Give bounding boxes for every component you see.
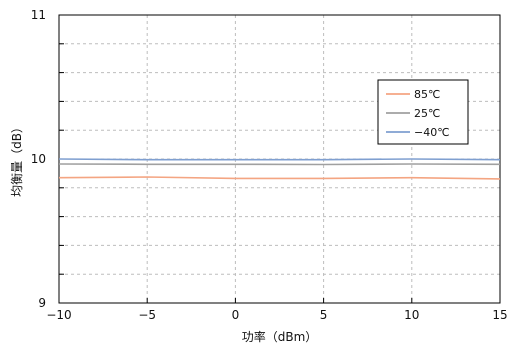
y-axis-label: 均衡量（dB） <box>10 121 24 197</box>
x-tick-label: −10 <box>46 308 71 322</box>
legend: 85℃ 25℃ −40℃ <box>377 79 469 145</box>
x-tick-label: −5 <box>138 308 156 322</box>
legend-label: −40℃ <box>414 126 450 139</box>
series-lines <box>58 158 501 180</box>
legend-label: 85℃ <box>414 88 440 101</box>
x-tick-label: 15 <box>492 308 507 322</box>
x-axis-label: 功率（dBm） <box>242 329 318 344</box>
legend-label: 25℃ <box>414 107 440 120</box>
y-tick-label: 9 <box>38 296 46 310</box>
x-tick-label: 10 <box>404 308 419 322</box>
y-tick-label: 10 <box>31 152 46 166</box>
legend-box <box>377 79 469 145</box>
tick-labels: −10 −5 0 5 10 15 9 10 11 <box>31 8 508 322</box>
x-tick-label: 5 <box>320 308 328 322</box>
y-tick-label: 11 <box>31 8 46 22</box>
series-line-1 <box>58 176 501 180</box>
x-tick-label: 0 <box>232 308 240 322</box>
series-line-2 <box>58 163 501 166</box>
series-line-3 <box>58 158 501 161</box>
